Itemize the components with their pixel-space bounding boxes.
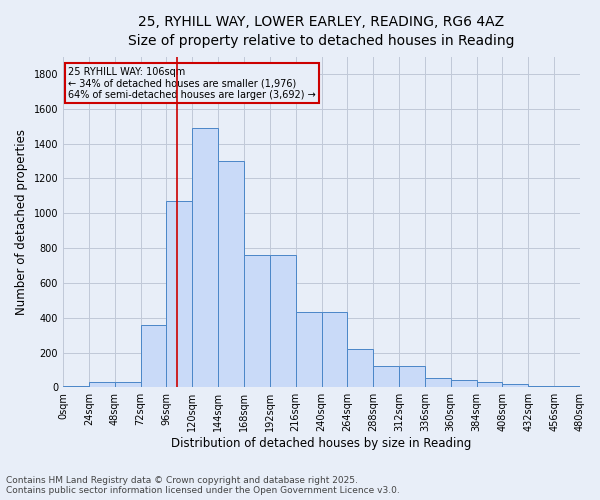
Bar — [451, 380, 476, 388]
Title: 25, RYHILL WAY, LOWER EARLEY, READING, RG6 4AZ
Size of property relative to deta: 25, RYHILL WAY, LOWER EARLEY, READING, R… — [128, 15, 515, 48]
Bar — [218, 161, 244, 388]
X-axis label: Distribution of detached houses by size in Reading: Distribution of detached houses by size … — [172, 437, 472, 450]
Text: Contains HM Land Registry data © Crown copyright and database right 2025.
Contai: Contains HM Land Registry data © Crown c… — [6, 476, 400, 495]
Bar — [425, 378, 451, 388]
Bar — [554, 386, 580, 388]
Bar — [529, 386, 554, 388]
Text: 25 RYHILL WAY: 106sqm
← 34% of detached houses are smaller (1,976)
64% of semi-d: 25 RYHILL WAY: 106sqm ← 34% of detached … — [68, 66, 316, 100]
Bar — [322, 312, 347, 388]
Bar — [502, 384, 529, 388]
Bar — [270, 255, 296, 388]
Bar — [373, 366, 399, 388]
Bar — [192, 128, 218, 388]
Y-axis label: Number of detached properties: Number of detached properties — [15, 129, 28, 315]
Bar — [115, 382, 140, 388]
Bar — [140, 324, 166, 388]
Bar — [399, 366, 425, 388]
Bar — [63, 386, 89, 388]
Bar — [296, 312, 322, 388]
Bar — [347, 349, 373, 388]
Bar — [244, 255, 270, 388]
Bar — [476, 382, 502, 388]
Bar — [166, 201, 192, 388]
Bar — [89, 382, 115, 388]
